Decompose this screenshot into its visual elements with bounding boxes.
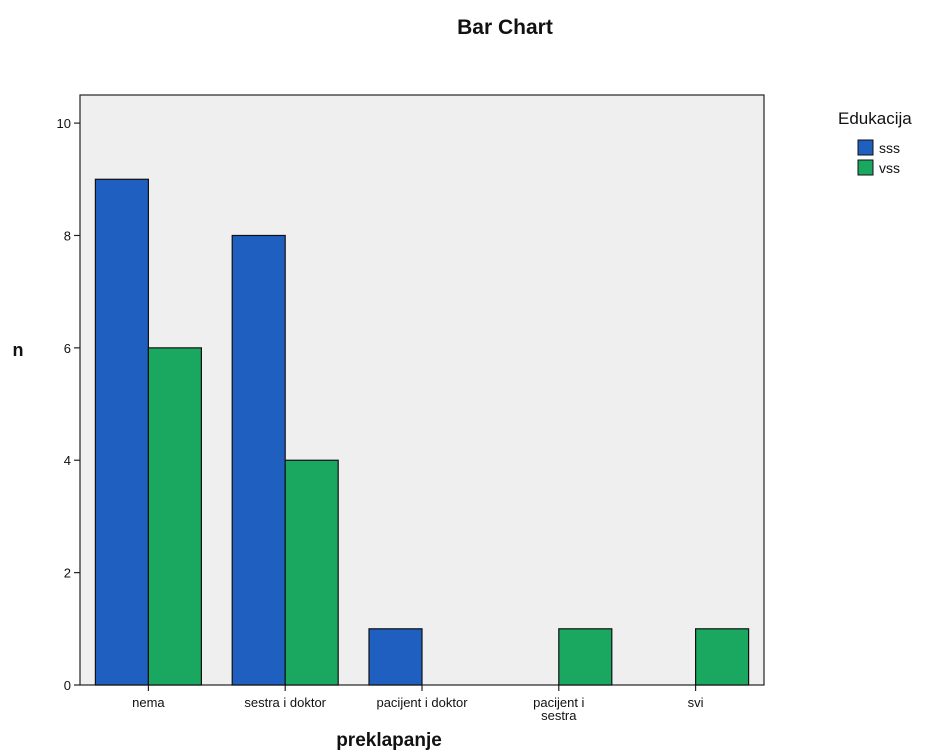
legend-swatch-sss <box>857 139 874 156</box>
x-axis-label: preklapanje <box>336 730 442 751</box>
y-tick-label: 4 <box>64 453 71 468</box>
x-axis: nema sestra i doktor pacijent i doktor paci… <box>132 685 704 723</box>
bar-sss-2 <box>368 628 423 686</box>
bar-vss-0 <box>147 347 202 686</box>
legend: Edukacija sss vss <box>838 109 912 176</box>
bar-vss-4 <box>694 628 750 686</box>
x-tick-label: sestra i doktor <box>244 695 326 710</box>
y-tick-label: 10 <box>57 116 71 131</box>
chart-title: Bar Chart <box>457 16 553 39</box>
x-tick-label: svi <box>688 695 704 710</box>
y-tick-label: 0 <box>64 678 71 693</box>
y-tick-label: 2 <box>64 566 71 581</box>
bar-vss-3 <box>558 628 613 686</box>
legend-label-vss: vss <box>879 160 900 176</box>
y-axis: 0 2 4 6 8 10 <box>57 116 80 693</box>
bar-sss-1 <box>231 234 286 686</box>
legend-title: Edukacija <box>838 109 912 128</box>
y-tick-label: 8 <box>64 228 71 243</box>
y-tick-label: 6 <box>64 341 71 356</box>
x-tick-label: pacijent i sestra <box>533 695 584 723</box>
legend-label-sss: sss <box>879 140 900 156</box>
bar-vss-1 <box>284 459 339 686</box>
legend-swatch-vss <box>857 159 874 176</box>
x-tick-label: pacijent i doktor <box>376 695 468 710</box>
bars <box>94 178 750 686</box>
y-axis-label: n <box>13 340 24 360</box>
bar-sss-0 <box>94 178 150 686</box>
x-tick-label: nema <box>132 695 165 710</box>
